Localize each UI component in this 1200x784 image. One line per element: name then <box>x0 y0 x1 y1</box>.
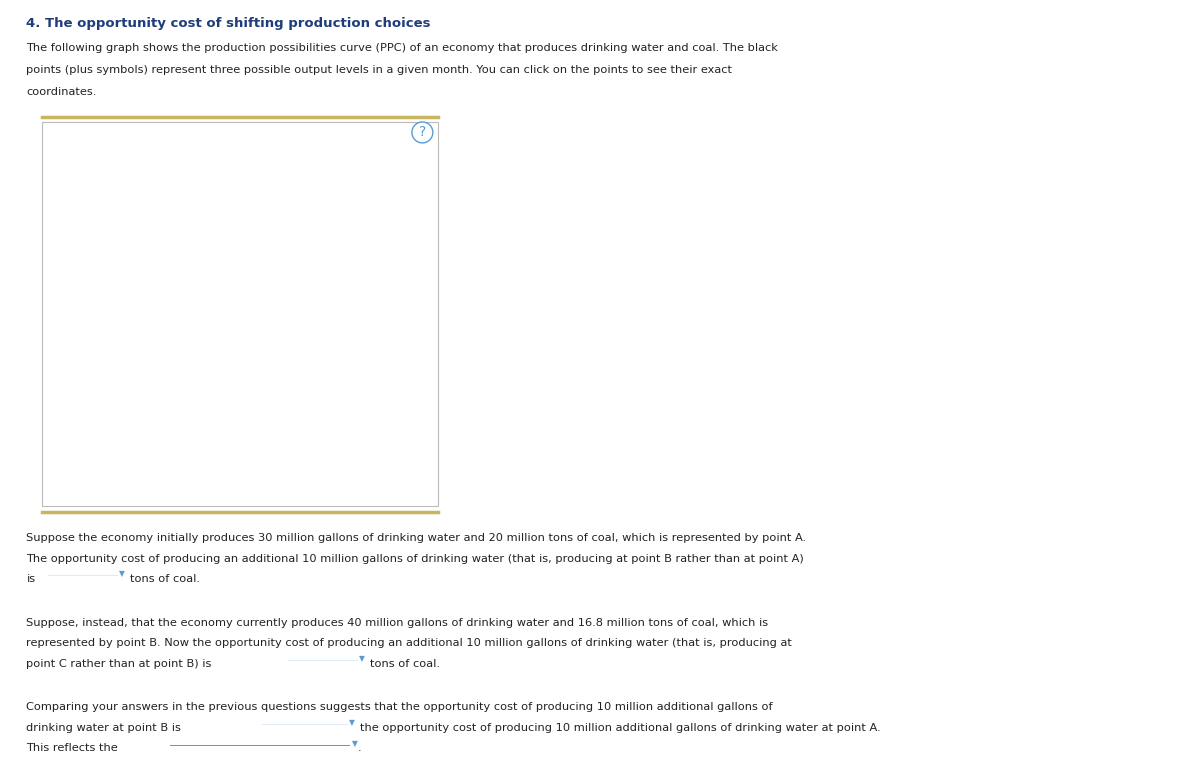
Text: tons of coal.: tons of coal. <box>130 574 199 584</box>
Text: ▼: ▼ <box>119 569 125 578</box>
Text: Suppose, instead, that the economy currently produces 40 million gallons of drin: Suppose, instead, that the economy curre… <box>26 618 768 628</box>
Text: tons of coal.: tons of coal. <box>370 659 439 669</box>
Text: Comparing your answers in the previous questions suggests that the opportunity c: Comparing your answers in the previous q… <box>26 702 773 713</box>
X-axis label: DRINKING WATER (Millions of gallons): DRINKING WATER (Millions of gallons) <box>157 480 366 490</box>
Text: coordinates.: coordinates. <box>26 87 97 97</box>
Text: .: . <box>358 743 361 753</box>
Text: ▼: ▼ <box>352 739 358 747</box>
Text: points (plus symbols) represent three possible output levels in a given month. Y: points (plus symbols) represent three po… <box>26 65 732 75</box>
Text: The following graph shows the production possibilities curve (PPC) of an economy: The following graph shows the production… <box>26 43 779 53</box>
Text: This reflects the: This reflects the <box>26 743 118 753</box>
Text: is: is <box>26 574 36 584</box>
Text: PPC: PPC <box>116 222 134 231</box>
Text: represented by point B. Now the opportunity cost of producing an additional 10 m: represented by point B. Now the opportun… <box>26 638 792 648</box>
Text: C: C <box>306 321 312 332</box>
Text: B: B <box>266 274 274 284</box>
Text: ▼: ▼ <box>349 718 355 727</box>
Y-axis label: COAL (Millions of tons): COAL (Millions of tons) <box>67 233 77 359</box>
Text: 4. The opportunity cost of shifting production choices: 4. The opportunity cost of shifting prod… <box>26 17 431 31</box>
Text: the opportunity cost of producing 10 million additional gallons of drinking wate: the opportunity cost of producing 10 mil… <box>360 723 881 733</box>
Text: Suppose the economy initially produces 30 million gallons of drinking water and : Suppose the economy initially produces 3… <box>26 533 806 543</box>
Text: ▼: ▼ <box>359 654 365 662</box>
Text: A: A <box>227 242 234 252</box>
Text: The opportunity cost of producing an additional 10 million gallons of drinking w: The opportunity cost of producing an add… <box>26 554 804 564</box>
Text: ?: ? <box>419 125 426 140</box>
Text: drinking water at point B is: drinking water at point B is <box>26 723 181 733</box>
Text: point C rather than at point B) is: point C rather than at point B) is <box>26 659 211 669</box>
